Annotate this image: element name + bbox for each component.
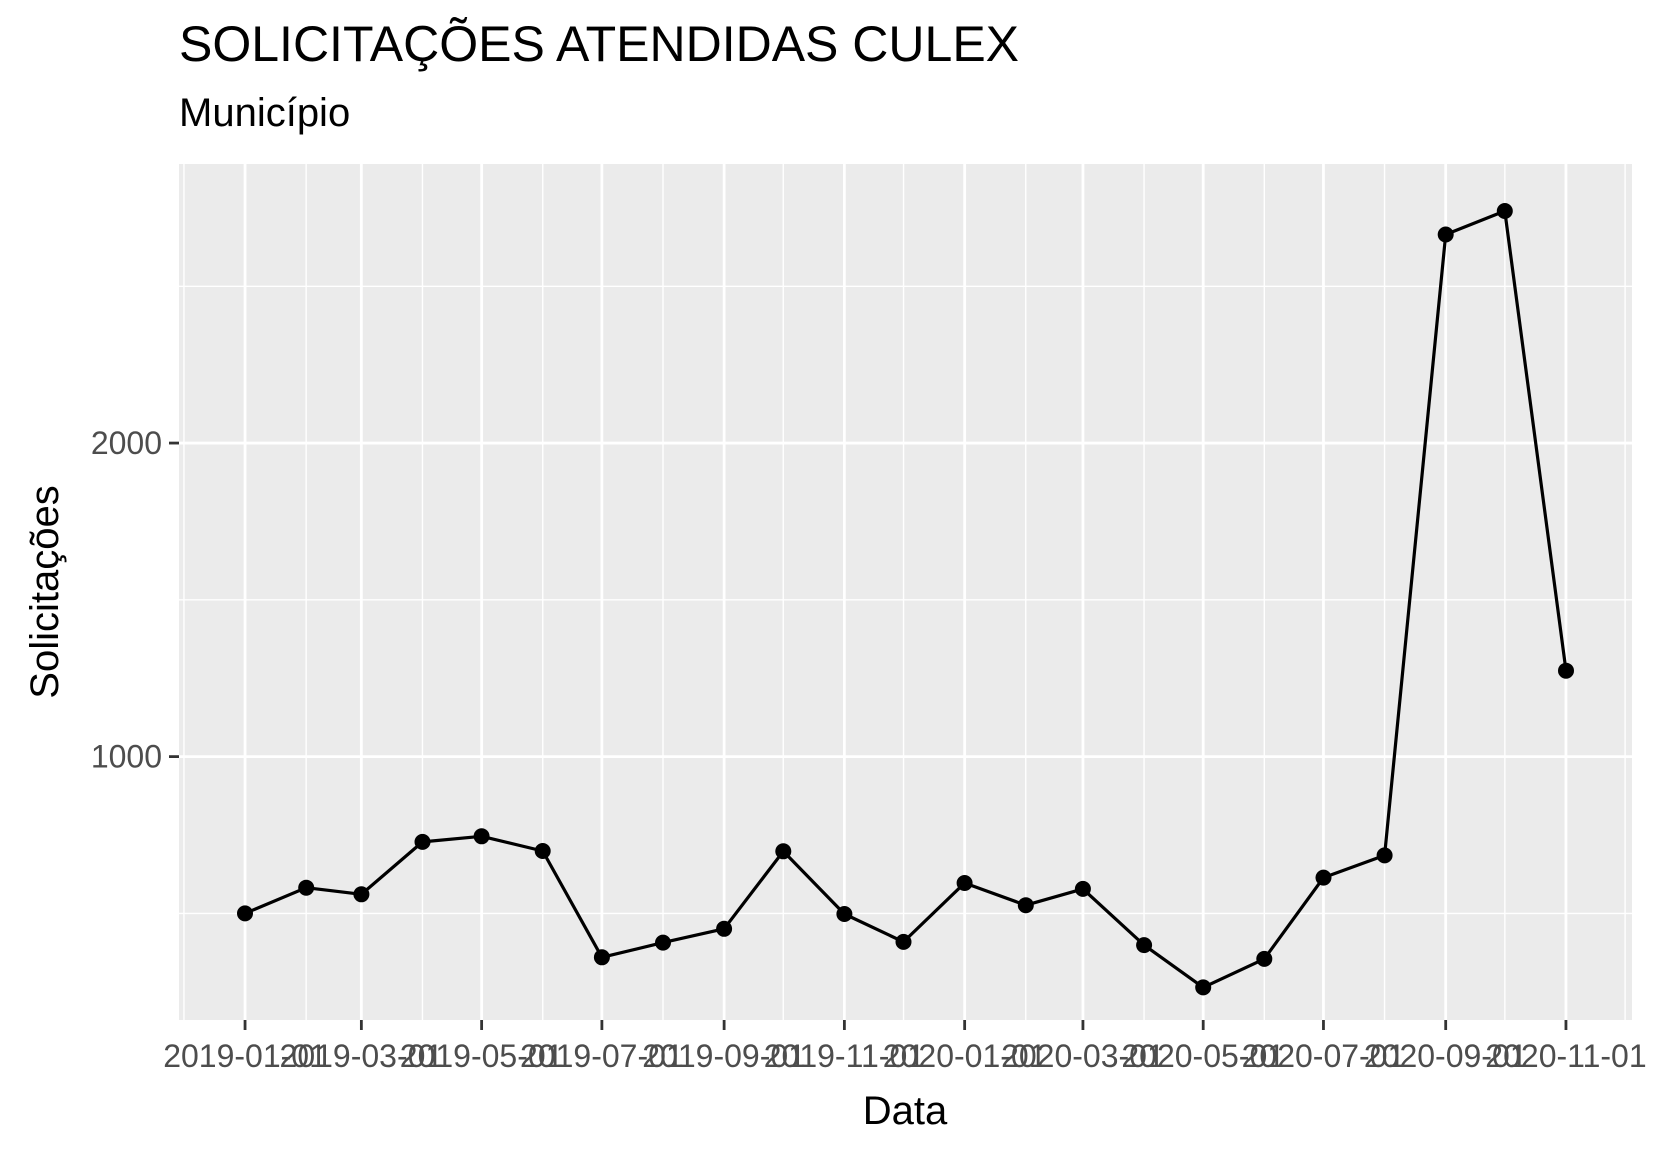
data-point bbox=[655, 934, 671, 951]
x-tick-label: 2019-03-01 bbox=[280, 1038, 444, 1074]
data-point bbox=[775, 843, 792, 860]
chart-title: SOLICITAÇÕES ATENDIDAS CULEX bbox=[179, 16, 1020, 72]
data-point bbox=[1315, 869, 1332, 886]
x-tick-label: 2019-11-01 bbox=[764, 1038, 925, 1074]
chart-subtitle: Município bbox=[179, 91, 351, 135]
data-point bbox=[1496, 203, 1513, 219]
data-point bbox=[1017, 897, 1034, 914]
tick-labels: 2019-01-012019-03-012019-05-012019-07-01… bbox=[91, 425, 1647, 1074]
y-tick-label: 2000 bbox=[91, 425, 162, 461]
grid-minor bbox=[179, 164, 1632, 1020]
data-point bbox=[1195, 979, 1212, 996]
x-tick-label: 2019-09-01 bbox=[642, 1038, 806, 1074]
data-point bbox=[716, 920, 733, 937]
plot-panel bbox=[179, 164, 1632, 1020]
data-point bbox=[534, 843, 551, 859]
data-point bbox=[1558, 662, 1574, 679]
y-axis-title: Solicitações bbox=[23, 485, 67, 698]
x-axis-title: Data bbox=[863, 1089, 948, 1133]
x-tick-label: 2020-05-01 bbox=[1121, 1038, 1285, 1074]
data-point bbox=[353, 886, 370, 903]
series-layer bbox=[237, 203, 1574, 996]
data-point bbox=[473, 828, 490, 845]
x-tick-label: 2020-03-01 bbox=[1001, 1038, 1165, 1074]
data-point bbox=[298, 879, 315, 896]
x-tick-label: 2019-07-01 bbox=[520, 1038, 684, 1074]
axis-ticks bbox=[169, 441, 1568, 1030]
data-point bbox=[1136, 937, 1153, 954]
data-point bbox=[895, 933, 912, 950]
x-tick-label: 2019-05-01 bbox=[400, 1038, 564, 1074]
x-tick-label: 2020-07-01 bbox=[1242, 1038, 1406, 1074]
x-tick-label: 2019-01-01 bbox=[163, 1038, 327, 1074]
x-tick-label: 2020-09-01 bbox=[1364, 1038, 1528, 1074]
data-point bbox=[1074, 880, 1091, 897]
data-point bbox=[956, 875, 973, 891]
y-tick-label: 1000 bbox=[91, 739, 162, 775]
data-point bbox=[1256, 950, 1273, 967]
data-point bbox=[237, 905, 253, 922]
x-tick-label: 2020-11-01 bbox=[1485, 1038, 1646, 1074]
x-tick-label: 2020-01-01 bbox=[883, 1038, 1047, 1074]
data-point bbox=[414, 833, 431, 850]
data-point bbox=[1376, 847, 1393, 864]
data-point bbox=[593, 949, 610, 966]
data-point bbox=[1437, 226, 1454, 243]
data-point bbox=[836, 906, 853, 922]
